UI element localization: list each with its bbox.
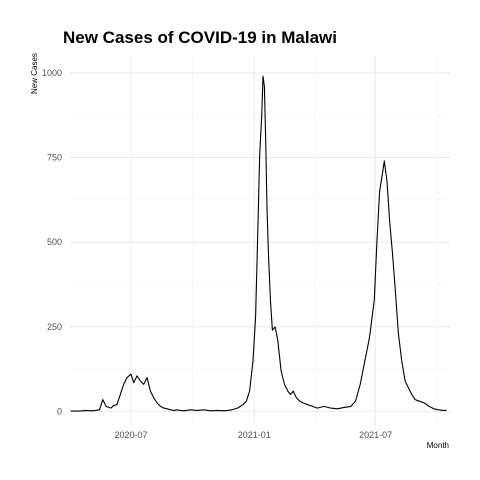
- x-tick-label: 2021-01: [238, 430, 271, 440]
- y-tick-label: 750: [47, 153, 62, 163]
- y-tick-label: 500: [47, 237, 62, 247]
- minor-gridlines: [70, 56, 450, 425]
- y-tick-label: 0: [57, 406, 62, 416]
- y-tick-label: 1000: [42, 68, 62, 78]
- major-gridlines: [70, 56, 450, 425]
- y-axis-label: New Cases: [30, 53, 39, 94]
- x-axis-ticks: 2020-07 2021-01 2021-07: [114, 430, 392, 440]
- x-tick-label: 2020-07: [114, 430, 147, 440]
- chart-title: New Cases of COVID-19 in Malawi: [63, 28, 337, 47]
- x-axis-label: Month: [427, 441, 449, 450]
- new-cases-series-line: [70, 75, 447, 412]
- y-axis-ticks: 0 250 500 750 1000: [42, 68, 62, 417]
- y-tick-label: 250: [47, 322, 62, 332]
- x-tick-label: 2021-07: [359, 430, 392, 440]
